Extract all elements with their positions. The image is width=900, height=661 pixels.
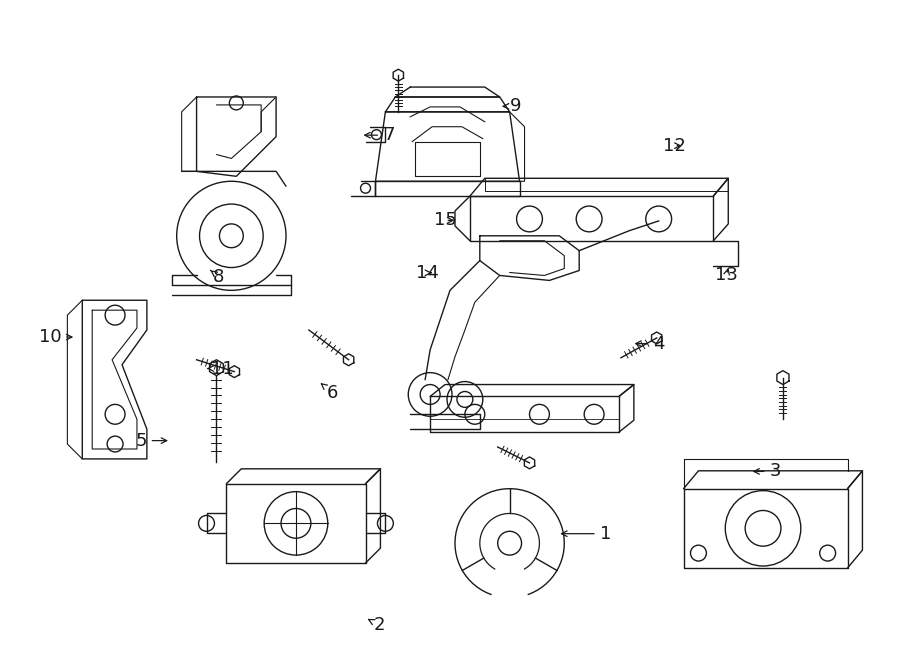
Text: 5: 5	[135, 432, 166, 449]
Text: 11: 11	[208, 360, 233, 377]
Text: 1: 1	[562, 525, 611, 543]
Text: 2: 2	[368, 617, 385, 635]
Text: 6: 6	[321, 384, 338, 402]
Text: 4: 4	[635, 334, 665, 352]
Text: 7: 7	[364, 126, 394, 144]
Text: 3: 3	[754, 463, 781, 481]
Text: 8: 8	[211, 268, 225, 286]
Text: 9: 9	[503, 97, 522, 115]
Text: 15: 15	[434, 212, 457, 229]
Text: 14: 14	[416, 264, 439, 282]
Text: 13: 13	[716, 266, 738, 284]
Text: 12: 12	[663, 137, 686, 155]
Text: 10: 10	[39, 328, 72, 346]
